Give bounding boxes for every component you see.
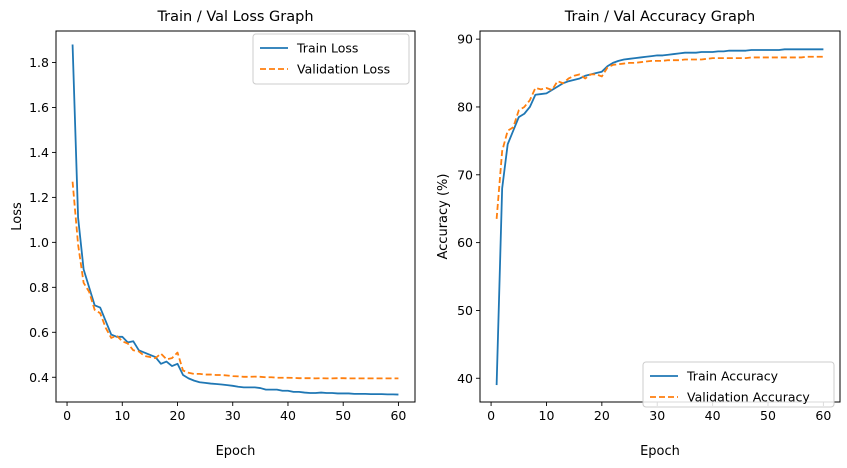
acc-ytick-label: 60	[457, 235, 473, 250]
acc-xtick-label: 20	[594, 408, 610, 423]
loss-series-validation-line	[71, 181, 399, 380]
loss-ytick-label: 1.4	[29, 145, 49, 160]
loss-xtick-label: 40	[280, 408, 296, 423]
loss-series-train-line	[71, 44, 399, 396]
acc-chart: Train / Val Accuracy Graph 0 10 20 30 40 50 60 4…	[436, 9, 841, 459]
loss-xtick-label: 0	[63, 408, 71, 423]
acc-ytick-label: 70	[457, 167, 473, 182]
loss-xtick-label: 50	[335, 408, 351, 423]
loss-ytick-label: 0.8	[29, 280, 49, 295]
loss-xtick-label: 10	[114, 408, 130, 423]
acc-xtick-label: 60	[815, 408, 831, 423]
loss-ytick-label: 1.2	[29, 190, 49, 205]
acc-ytick-label: 90	[457, 32, 473, 47]
acc-xtick-label: 40	[705, 408, 721, 423]
acc-legend-label: Validation Accuracy	[687, 390, 810, 405]
acc-xlabel: Epoch	[640, 444, 680, 459]
acc-ytick-label: 80	[457, 99, 473, 114]
loss-legend: Train Loss Validation Loss	[252, 33, 410, 85]
acc-title: Train / Val Accuracy Graph	[564, 9, 756, 25]
loss-ytick-label: 0.6	[29, 325, 49, 340]
loss-xlabel: Epoch	[216, 444, 256, 459]
acc-ylabel: Accuracy (%)	[436, 174, 451, 260]
loss-xtick-label: 60	[390, 408, 406, 423]
loss-ytick-label: 1.6	[29, 100, 49, 115]
acc-legend: Train Accuracy Validation Accuracy	[642, 361, 835, 408]
acc-xtick-label: 30	[649, 408, 665, 423]
acc-xtick-label: 0	[487, 408, 495, 423]
acc-axes-frame	[479, 30, 841, 403]
loss-ytick-label: 1.8	[29, 55, 49, 70]
loss-legend-label: Validation Loss	[297, 62, 390, 77]
loss-chart: Train / Val Loss Graph 0 10 20 30 40 50 60 0.4 0.…	[10, 9, 416, 459]
acc-ytick-label: 50	[457, 303, 473, 318]
loss-ylabel: Loss	[10, 202, 25, 231]
loss-legend-box	[252, 33, 410, 85]
loss-xtick-label: 30	[225, 408, 241, 423]
acc-ytick-label: 40	[457, 371, 473, 386]
acc-xtick-label: 10	[539, 408, 555, 423]
acc-xtick-label: 50	[760, 408, 776, 423]
loss-ytick-label: 1.0	[29, 235, 49, 250]
loss-legend-label: Train Loss	[296, 41, 358, 56]
loss-title: Train / Val Loss Graph	[156, 9, 313, 25]
acc-legend-label: Train Accuracy	[686, 369, 779, 384]
acc-series-train-line	[495, 48, 824, 386]
loss-xtick-label: 20	[170, 408, 186, 423]
loss-axes-frame	[55, 30, 416, 403]
loss-ytick-label: 0.4	[29, 370, 49, 385]
acc-legend-box	[642, 361, 835, 408]
acc-series-validation-line	[495, 55, 824, 219]
